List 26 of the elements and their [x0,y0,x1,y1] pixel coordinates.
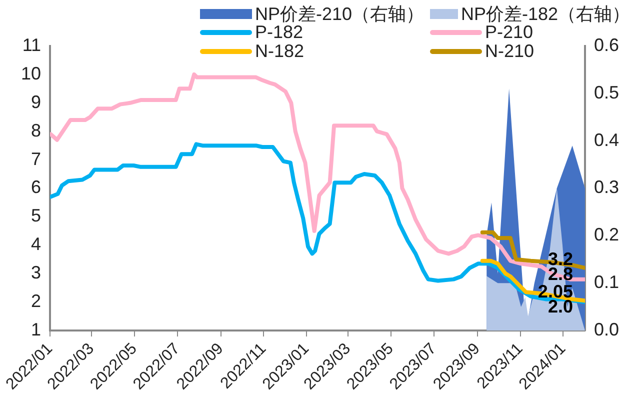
y2-tick-label: 0.1 [594,272,620,292]
y2-tick-label: 0.4 [594,130,620,150]
y-tick-label: 7 [31,148,42,169]
y-tick-label: 2 [31,291,42,312]
y2-tick-label: 0.6 [594,34,620,55]
data-label: 3.2 [548,248,573,269]
legend-label: NP价差-210（右轴） [255,2,424,25]
y-tick-label: 3 [31,262,42,283]
y-tick-label: 11 [22,34,42,55]
y2-tick-label: 0.5 [594,82,620,102]
y-tick-label: 1 [31,319,42,340]
y-tick-label: 8 [31,120,42,140]
y-tick-label: 6 [31,177,42,198]
y2-tick-label: 0.2 [594,224,620,245]
y-tick-label: 10 [20,63,42,84]
y2-tick-label: 0.0 [594,319,620,340]
legend-label: NP价差-182（右轴） [460,2,630,25]
y-tick-label: 4 [31,234,42,254]
data-label: 2.0 [548,296,573,317]
y-tick-label: 9 [31,92,42,112]
y-tick-label: 5 [31,206,42,226]
y2-tick-label: 0.3 [594,177,620,198]
legend-label: P-210 [485,22,534,43]
legend-label: N-182 [255,41,304,62]
legend-label: N-210 [485,41,534,62]
legend-label: P-182 [255,22,304,43]
